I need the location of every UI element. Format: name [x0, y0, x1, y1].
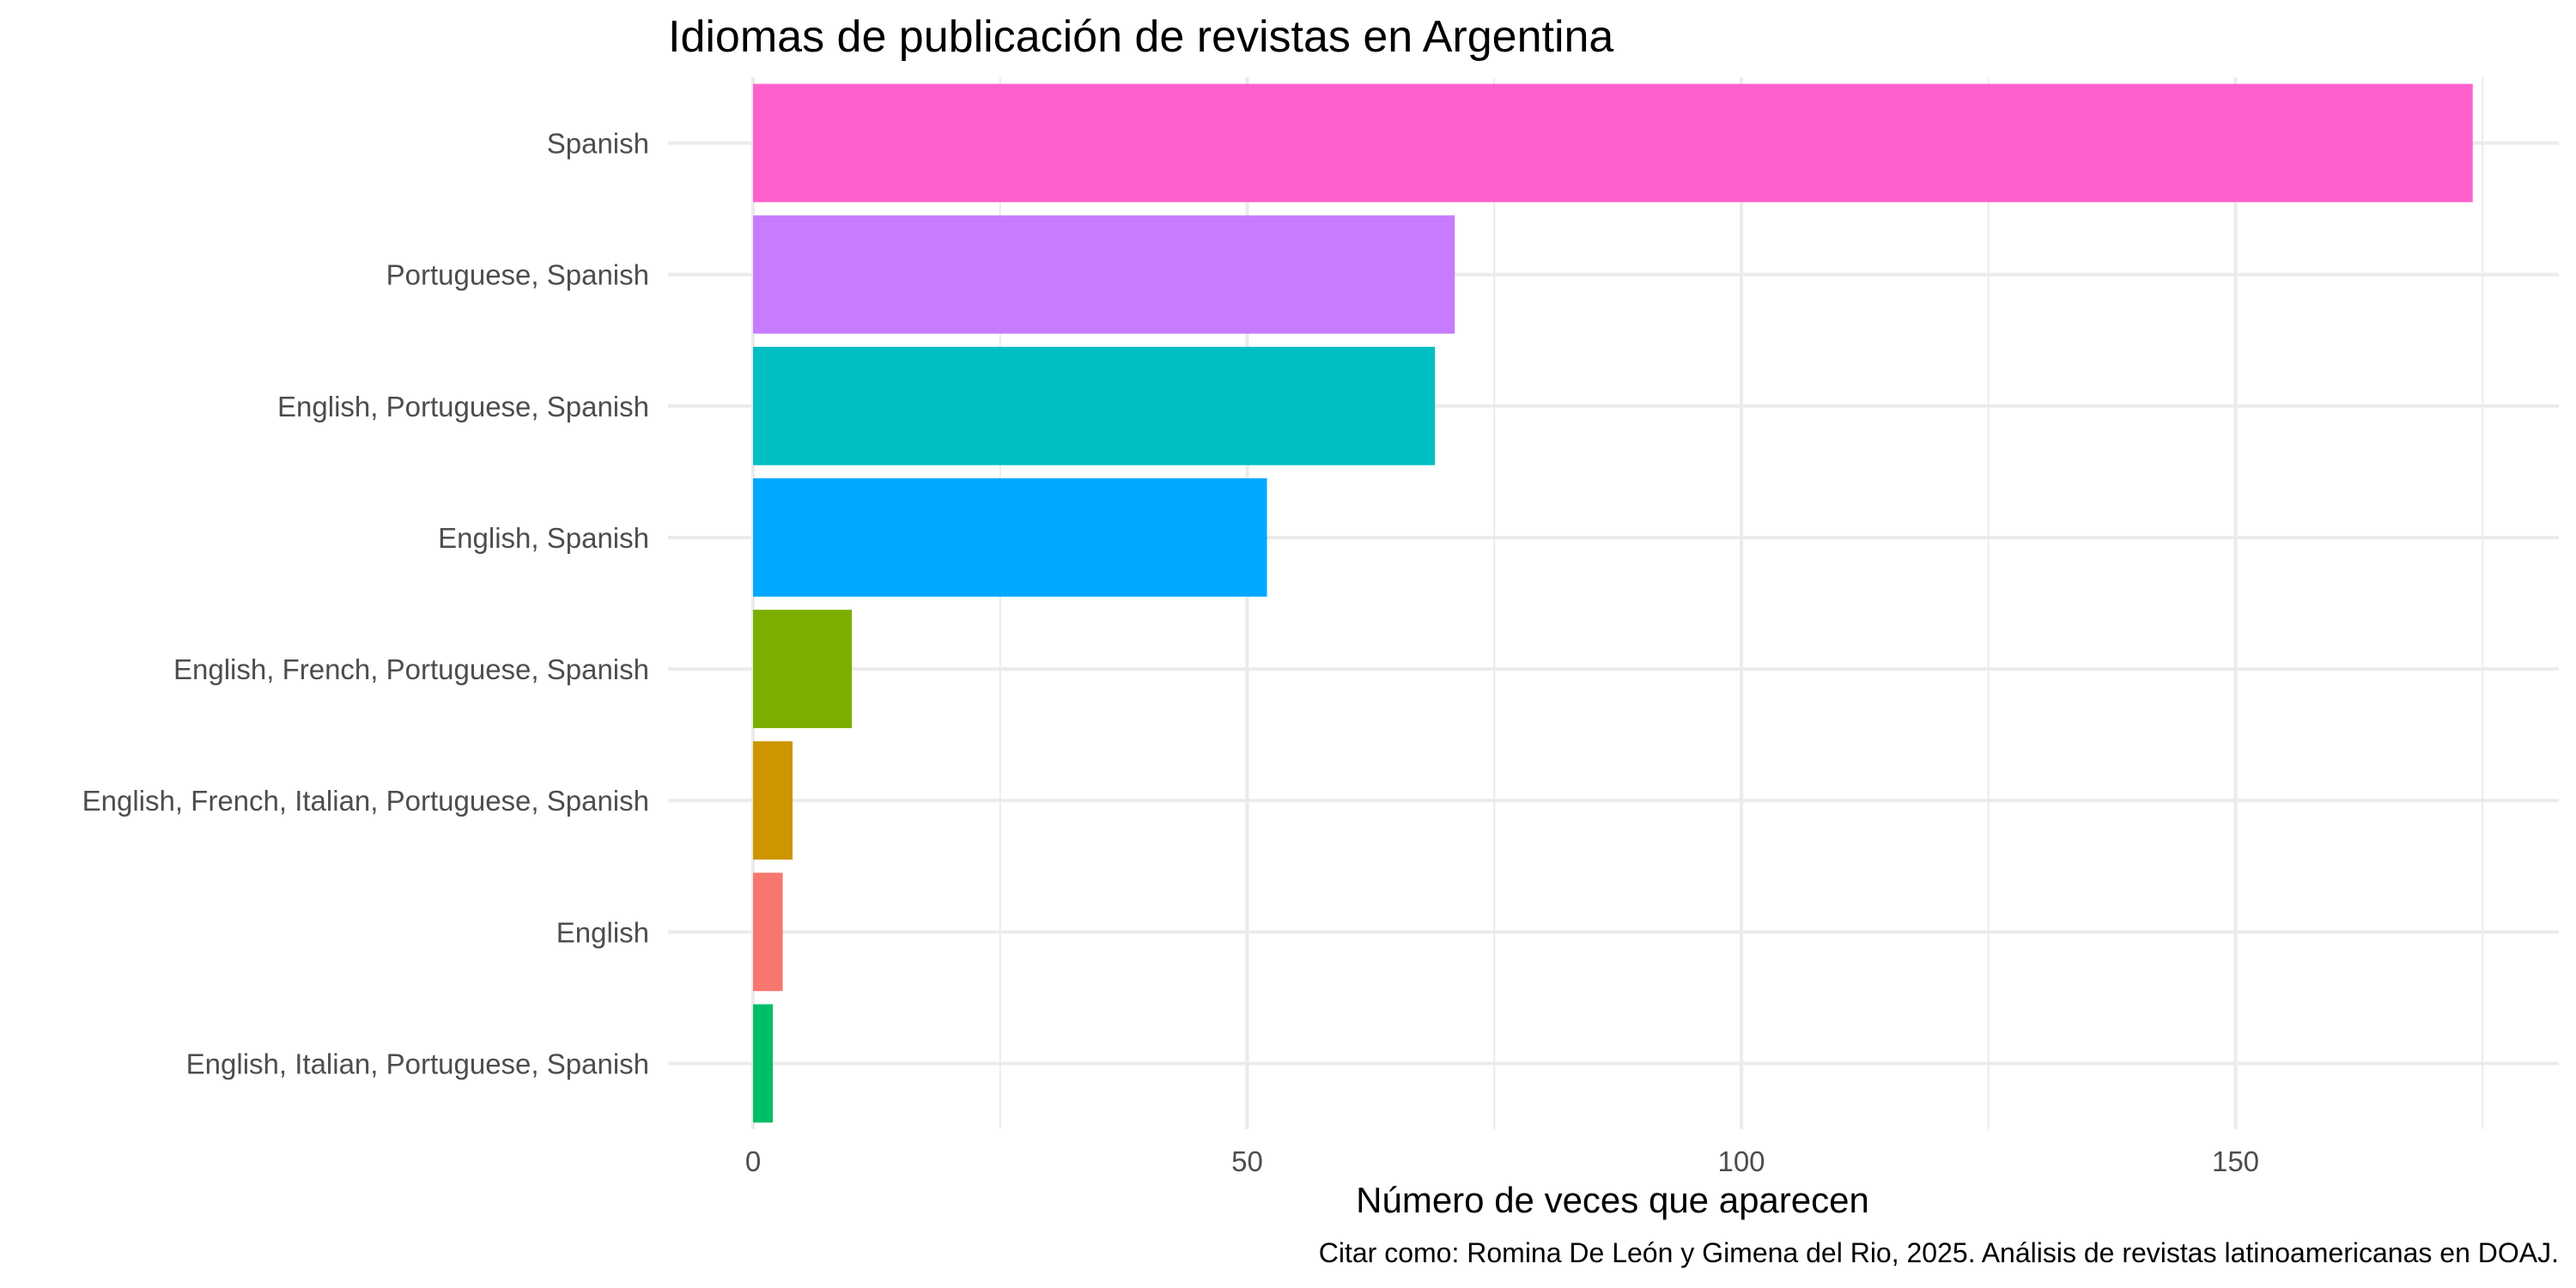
y-tick-label: English, Spanish	[438, 522, 649, 554]
x-axis-tick-labels: 0 50 100 150	[745, 1145, 2259, 1177]
y-tick-label: English, Portuguese, Spanish	[277, 391, 649, 422]
bar	[753, 1005, 773, 1123]
bar	[753, 741, 793, 860]
bar	[753, 347, 1435, 465]
x-tick-label: 0	[745, 1145, 761, 1177]
y-tick-label: English, French, Italian, Portuguese, Sp…	[82, 785, 649, 817]
bar	[753, 872, 783, 991]
y-axis-tick-labels: Spanish Portuguese, Spanish English, Portu…	[82, 128, 649, 1080]
y-tick-label: English, Italian, Portuguese, Spanish	[186, 1048, 649, 1079]
x-axis-label: Número de veces que aparecen	[1356, 1180, 1869, 1220]
y-tick-label: Spanish	[547, 128, 649, 160]
bars	[753, 84, 2473, 1123]
y-tick-label: Portuguese, Spanish	[386, 259, 649, 291]
y-tick-label: English, French, Portuguese, Spanish	[173, 653, 649, 685]
bar	[753, 84, 2473, 203]
y-tick-label: English	[556, 916, 649, 948]
x-tick-label: 100	[1717, 1145, 1765, 1177]
x-tick-label: 150	[2212, 1145, 2259, 1177]
bar	[753, 610, 852, 728]
chart-title: Idiomas de publicación de revistas en Ar…	[668, 12, 1613, 62]
x-tick-label: 50	[1231, 1145, 1263, 1177]
bar	[753, 216, 1455, 334]
chart-caption: Citar como: Romina De León y Gimena del …	[1319, 1237, 2559, 1268]
bar	[753, 478, 1267, 597]
